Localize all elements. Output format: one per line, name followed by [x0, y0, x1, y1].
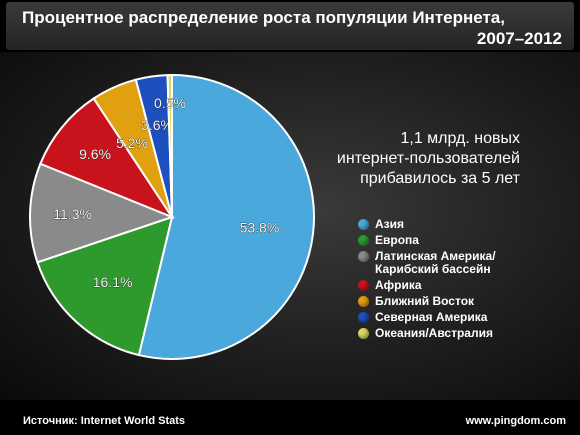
annotation-line1: 1,1 млрд. новых — [400, 130, 520, 147]
legend-swatch — [358, 296, 369, 307]
footer: Источник: Internet World Stats www.pingd… — [0, 400, 580, 435]
legend-item-asia: Азия — [358, 218, 496, 231]
slice-label-5: 5.2% — [116, 135, 148, 151]
pie-chart: 53.8% 16.1% 11.3% 9.6% 5.2% 3.6% 0.5% — [29, 73, 315, 360]
legend-label: Ближний Восток — [375, 294, 475, 308]
chart-title-bar: Процентное распределение роста популяции… — [6, 2, 574, 50]
legend-swatch — [358, 312, 369, 323]
legend-swatch — [358, 280, 369, 291]
legend-label: Азия — [375, 217, 405, 231]
annotation-line3: прибавилось за 5 лет — [360, 170, 520, 187]
legend-label: Северная Америка — [375, 310, 488, 324]
legend-swatch — [358, 235, 369, 246]
legend-swatch — [358, 328, 369, 339]
chart-legend: Азия Европа Латинская Америка/ Карибский… — [358, 218, 496, 343]
pie-slice-1 — [137, 73, 315, 360]
legend-swatch — [358, 219, 369, 230]
growth-annotation: 1,1 млрд. новых интернет-пользователей п… — [260, 129, 520, 189]
slice-label-7: 0.5% — [154, 95, 186, 111]
chart-title: Процентное распределение роста популяции… — [22, 8, 505, 27]
site-link[interactable]: www.pingdom.com — [465, 415, 566, 427]
pie-slice-4 — [39, 97, 175, 220]
legend-label: Африка — [375, 278, 422, 292]
chart-title-years: 2007–2012 — [476, 29, 562, 48]
slice-label-2: 16.1% — [93, 274, 133, 290]
legend-item-middle-east: Ближний Восток — [358, 295, 496, 308]
annotation-line2: интернет-пользователей — [336, 150, 520, 167]
chart-area: 53.8% 16.1% 11.3% 9.6% 5.2% 3.6% 0.5% 1,1 млрд… — [0, 52, 580, 400]
legend-label: Океания/Австралия — [375, 326, 493, 340]
legend-label: Европа — [375, 233, 419, 247]
legend-item-oceania: Океания/Австралия — [358, 327, 496, 340]
slice-label-3: 11.3% — [53, 206, 92, 222]
pie-slice-7 — [166, 73, 173, 218]
legend-label: Латинская Америка/ Карибский бассейн — [375, 249, 496, 276]
legend-item-north-america: Северная Америка — [358, 311, 496, 324]
legend-item-europe: Европа — [358, 234, 496, 247]
slice-label-4: 9.6% — [79, 146, 111, 162]
slice-label-1: 53.8% — [240, 219, 280, 235]
legend-item-latin-america: Латинская Америка/ Карибский бассейн — [358, 250, 496, 276]
source-credit: Источник: Internet World Stats — [23, 415, 186, 427]
pie-slice-3 — [29, 162, 175, 264]
legend-swatch — [358, 251, 369, 262]
slice-label-6: 3.6% — [141, 117, 173, 133]
legend-item-africa: Африка — [358, 279, 496, 292]
